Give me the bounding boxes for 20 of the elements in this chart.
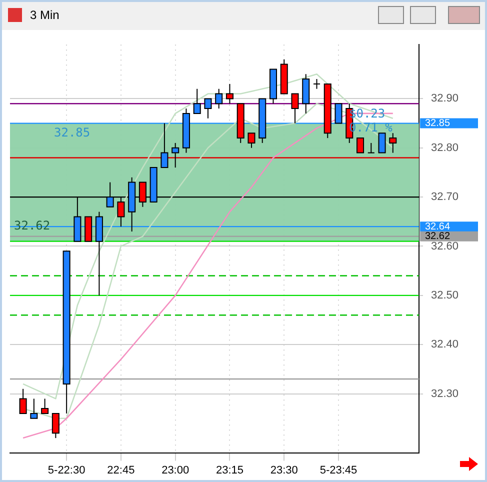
y-tick-label: 32.90 <box>431 92 459 105</box>
y-tick-label: 32.40 <box>431 338 459 351</box>
ref-line-label: 32.85 <box>425 118 450 130</box>
y-tick-label: 32.50 <box>431 289 459 302</box>
y-tick-label: 32.60 <box>431 240 459 252</box>
y-tick-label: 32.80 <box>431 142 459 154</box>
band-label: 32.85 <box>54 125 90 140</box>
candlestick <box>367 142 375 154</box>
y-tick-label: 32.30 <box>431 388 459 400</box>
y-tick-label: 32.70 <box>431 191 459 204</box>
candlestick <box>312 78 321 90</box>
chart-title: 3 Min <box>30 8 60 22</box>
x-tick-label: 22:45 <box>107 464 135 476</box>
x-tick-label: 23:30 <box>270 464 298 476</box>
ref-line-label: 32.64 <box>425 221 450 232</box>
x-tick-label: 5-22:30 <box>48 464 86 476</box>
x-tick-label: 5-23:45 <box>320 464 358 476</box>
x-tick-label: 23:00 <box>162 464 190 476</box>
x-tick-label: 23:15 <box>216 464 244 476</box>
ref-line-label: 32.62 <box>425 231 450 242</box>
